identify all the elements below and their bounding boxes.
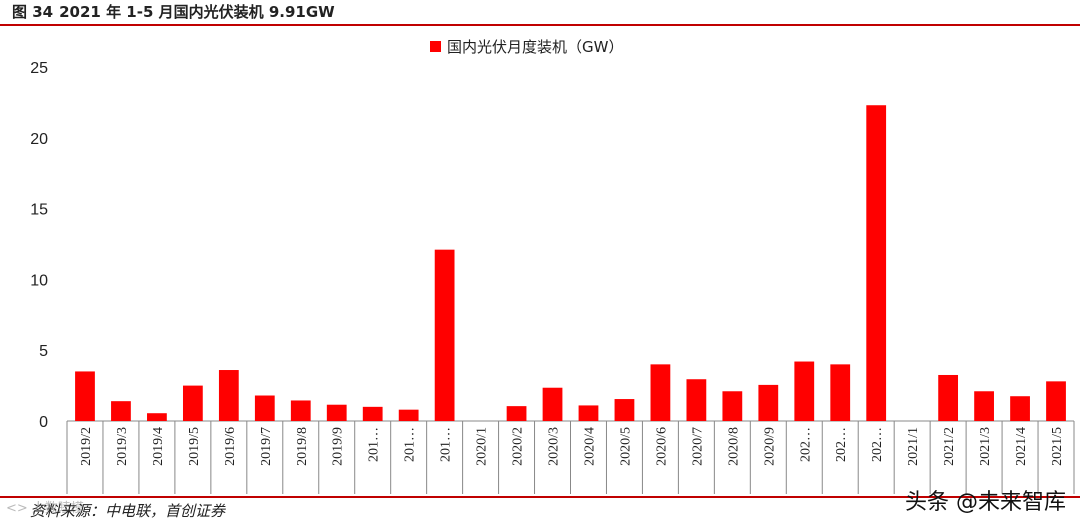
bar	[722, 391, 743, 421]
y-tick-label: 15	[30, 202, 48, 219]
x-tick-label: 2021/2	[942, 427, 957, 466]
x-tick-label: 2020/2	[511, 427, 526, 466]
bar	[506, 406, 527, 421]
x-tick-label: 2019/9	[331, 427, 346, 466]
x-tick-label: 201…	[439, 427, 454, 462]
x-tick-label: 2019/5	[187, 427, 202, 466]
source-note: 资料来源：中电联，首创证券	[30, 502, 226, 520]
bar	[866, 105, 887, 422]
bar	[794, 361, 815, 421]
bar	[218, 370, 239, 421]
bar	[182, 385, 203, 421]
y-tick-label: 20	[30, 131, 48, 148]
x-tick-label: 2019/8	[295, 427, 310, 466]
x-tick-label: 2019/2	[79, 427, 94, 466]
x-tick-label: 2021/5	[1050, 427, 1065, 466]
watermark: 头条 @未来智库	[905, 490, 1066, 515]
x-tick-label: 201…	[403, 427, 418, 462]
x-tick-label: 2020/9	[762, 427, 777, 466]
top-rule	[0, 24, 1080, 26]
bar	[254, 395, 275, 421]
bar	[650, 364, 671, 421]
bar	[1010, 396, 1030, 421]
bar	[290, 400, 311, 421]
bar	[578, 405, 599, 421]
x-tick-label: 2019/3	[115, 427, 130, 466]
bar	[938, 374, 959, 421]
y-tick-label: 5	[39, 343, 48, 360]
x-tick-label: 2019/4	[151, 427, 166, 466]
bar	[830, 364, 851, 421]
x-tick-label: 202…	[870, 427, 885, 462]
bar	[326, 404, 347, 421]
watermark-left: <> 人数睦模	[6, 501, 84, 516]
x-tick-label: 2019/6	[223, 427, 238, 466]
x-tick-label: 2020/3	[547, 427, 562, 466]
bar	[1046, 381, 1066, 421]
x-tick-label: 2020/8	[726, 427, 741, 466]
y-tick-label: 25	[30, 60, 48, 77]
x-tick-label: 2020/4	[582, 427, 597, 466]
bar	[434, 249, 455, 421]
figure-caption: 图 34 2021 年 1-5 月国内光伏装机 9.91GW	[12, 1, 335, 22]
x-tick-label: 2020/6	[654, 427, 669, 466]
figure-number: 图 34	[12, 3, 54, 21]
x-tick-label: 2021/3	[978, 427, 993, 466]
y-tick-label: 10	[30, 272, 48, 289]
figure-title: 2021 年 1-5 月国内光伏装机 9.91GW	[59, 3, 335, 21]
x-tick-label: 201…	[367, 427, 382, 462]
x-tick-label: 202…	[834, 427, 849, 462]
bar	[974, 391, 994, 421]
x-tick-label: 2020/5	[618, 427, 633, 466]
bar	[758, 384, 779, 421]
y-tick-label: 0	[39, 414, 48, 431]
chart-legend: 国内光伏月度装机（GW）	[430, 36, 623, 57]
x-tick-label: 2021/1	[906, 427, 921, 466]
bar	[686, 379, 707, 421]
bar	[398, 409, 419, 421]
bar	[542, 387, 563, 421]
legend-label: 国内光伏月度装机（GW）	[447, 38, 624, 56]
x-tick-label: 2021/4	[1014, 427, 1029, 466]
bar	[147, 413, 167, 421]
bottom-rule	[0, 496, 1080, 498]
bar	[362, 406, 383, 421]
x-tick-label: 2020/1	[475, 427, 490, 466]
bar	[614, 399, 635, 421]
legend-swatch	[430, 41, 441, 52]
bar	[111, 401, 131, 421]
x-tick-label: 202…	[798, 427, 813, 462]
x-tick-label: 2020/7	[690, 427, 705, 466]
x-tick-label: 2019/7	[259, 427, 274, 466]
bar	[75, 371, 95, 421]
